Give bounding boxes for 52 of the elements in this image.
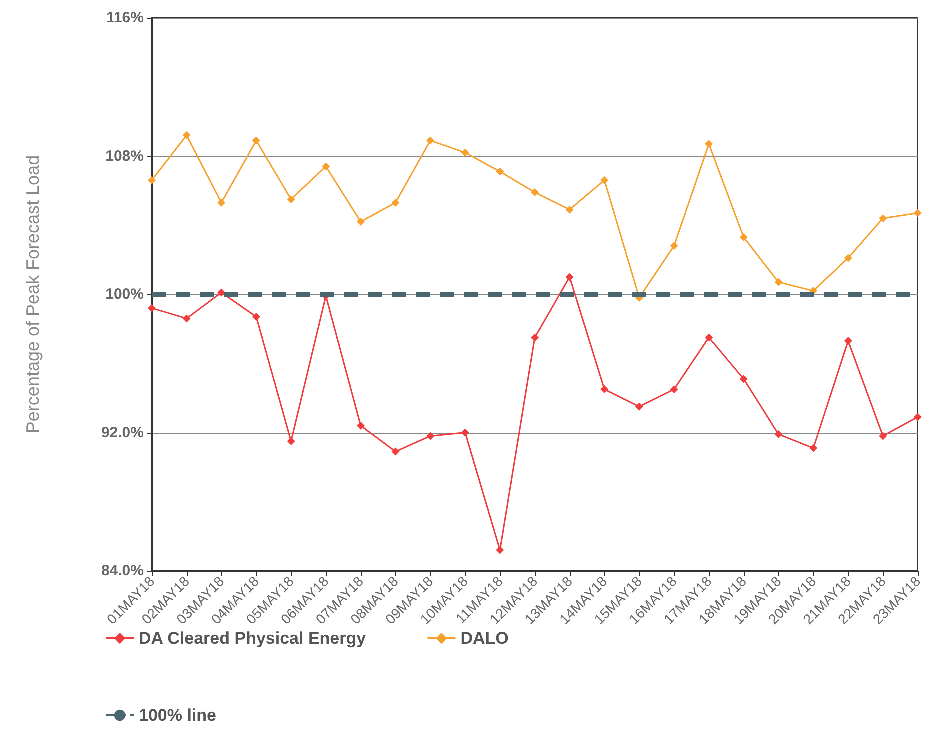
point — [670, 242, 678, 250]
point — [740, 375, 748, 384]
point — [287, 195, 296, 204]
point — [740, 233, 748, 242]
y-tick-label: 84.0% — [101, 562, 144, 580]
point — [705, 140, 714, 148]
point — [531, 188, 539, 197]
point — [670, 386, 678, 394]
point — [392, 448, 400, 456]
point — [810, 444, 818, 452]
point — [914, 413, 922, 422]
y-axis-title: Percentage of Peak Forecast Load — [23, 155, 43, 434]
point — [461, 148, 470, 157]
y-tick-label: 108% — [106, 148, 144, 165]
point — [635, 402, 644, 411]
point — [774, 430, 783, 438]
point — [496, 546, 504, 554]
point — [392, 198, 400, 207]
point — [600, 386, 609, 394]
legend-label: 100% line — [139, 706, 216, 725]
y-tick-label: 92.0% — [101, 424, 144, 442]
point — [844, 337, 852, 346]
point — [252, 312, 260, 321]
point — [461, 428, 470, 437]
point — [600, 176, 609, 184]
point — [879, 214, 888, 222]
point — [218, 198, 226, 207]
point — [566, 273, 574, 282]
y-tick-label: 116% — [106, 10, 144, 26]
point — [356, 218, 365, 226]
point — [879, 432, 888, 440]
point — [182, 132, 191, 140]
point — [322, 162, 330, 171]
point — [287, 437, 296, 446]
point — [356, 422, 365, 430]
point — [844, 254, 852, 262]
point — [426, 136, 435, 145]
point — [531, 334, 539, 342]
point — [426, 432, 435, 440]
legend-label: DA Cleared Physical Energy — [139, 629, 367, 648]
y-tick-label: 100% — [106, 286, 144, 303]
point — [774, 278, 783, 286]
point — [496, 168, 504, 176]
point — [218, 288, 226, 297]
point — [148, 304, 156, 312]
point — [914, 209, 922, 218]
point — [252, 136, 260, 145]
point — [182, 314, 191, 323]
point — [566, 206, 574, 214]
point — [148, 176, 156, 184]
point — [705, 334, 714, 342]
legend-label: DALO — [460, 629, 509, 648]
